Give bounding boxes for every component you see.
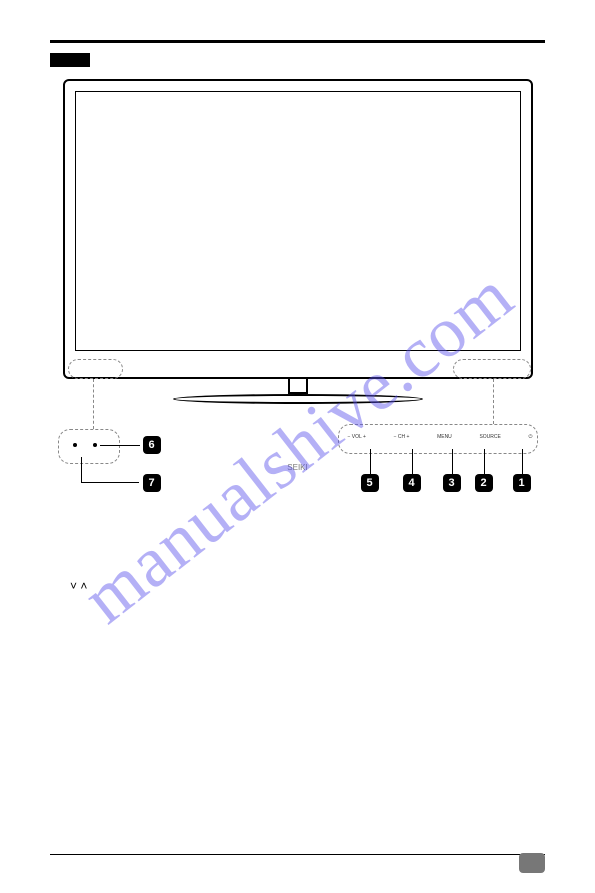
lead-line-right xyxy=(493,379,494,424)
lead-4 xyxy=(412,449,413,474)
lead-7v xyxy=(81,457,82,482)
highlight-right xyxy=(453,359,531,379)
page-number-badge xyxy=(519,853,545,873)
lead-5 xyxy=(370,449,371,474)
lead-7h xyxy=(81,482,139,483)
lead-1 xyxy=(522,449,523,474)
lead-2 xyxy=(484,449,485,474)
tv-diagram: SEIKI − VOL + − CH + MENU SOURCE ⏻ 6 7 5… xyxy=(53,79,543,479)
label-menu: MENU xyxy=(437,434,452,440)
section-marker xyxy=(50,53,90,67)
tv-base xyxy=(173,394,423,404)
badge-6: 6 xyxy=(143,436,161,454)
tv-screen xyxy=(75,91,521,351)
bottom-rule xyxy=(50,854,545,855)
badge-3: 3 xyxy=(443,474,461,492)
badge-2: 2 xyxy=(475,474,493,492)
top-rule xyxy=(50,40,545,43)
manual-page: SEIKI − VOL + − CH + MENU SOURCE ⏻ 6 7 5… xyxy=(0,0,595,893)
footer xyxy=(50,854,545,863)
description-text: ˅ ˄ xyxy=(70,507,545,615)
lead-6 xyxy=(100,445,140,446)
lead-3 xyxy=(452,449,453,474)
badge-5: 5 xyxy=(361,474,379,492)
chevron-icons: ˅ ˄ xyxy=(70,579,87,593)
tv-brand-label: SEIKI xyxy=(287,463,307,472)
badge-1: 1 xyxy=(513,474,531,492)
sensor-dot-1 xyxy=(73,443,77,447)
detail-left-box xyxy=(58,429,120,464)
tv-neck xyxy=(288,379,308,394)
button-labels: − VOL + − CH + MENU SOURCE ⏻ xyxy=(348,434,533,440)
label-ch: − CH + xyxy=(394,434,410,440)
highlight-left xyxy=(68,359,123,379)
label-power: ⏻ xyxy=(528,434,532,440)
sensor-dot-2 xyxy=(93,443,97,447)
badge-7: 7 xyxy=(143,474,161,492)
label-vol: − VOL + xyxy=(348,434,366,440)
label-source: SOURCE xyxy=(479,434,500,440)
lead-line-left xyxy=(93,379,94,429)
badge-4: 4 xyxy=(403,474,421,492)
